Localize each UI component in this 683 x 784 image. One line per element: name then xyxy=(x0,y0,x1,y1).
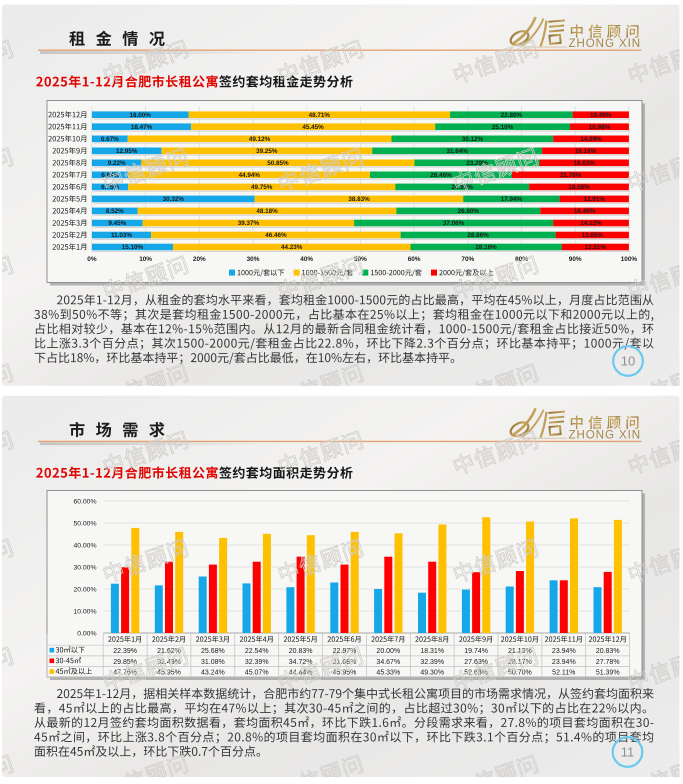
svg-text:45.45%: 45.45% xyxy=(302,124,324,131)
svg-text:60%: 60% xyxy=(408,256,421,263)
svg-text:27.63%: 27.63% xyxy=(464,659,488,666)
svg-text:39.37%: 39.37% xyxy=(238,220,260,227)
svg-text:40%: 40% xyxy=(300,256,313,263)
svg-text:16.16%: 16.16% xyxy=(575,148,597,155)
svg-text:30.32%: 30.32% xyxy=(163,196,185,203)
svg-text:46.46%: 46.46% xyxy=(265,232,287,239)
svg-text:18.58%: 18.58% xyxy=(568,184,590,191)
svg-text:45.07%: 45.07% xyxy=(245,670,269,677)
svg-text:25.10%: 25.10% xyxy=(492,124,514,131)
svg-text:23.29%: 23.29% xyxy=(466,160,488,167)
svg-text:28.16%: 28.16% xyxy=(475,244,497,251)
svg-text:30%: 30% xyxy=(247,256,260,263)
svg-text:29.85%: 29.85% xyxy=(113,659,137,666)
svg-text:0%: 0% xyxy=(87,256,97,263)
svg-text:20.00%: 20.00% xyxy=(73,586,96,593)
svg-text:23.94%: 23.94% xyxy=(552,659,576,666)
svg-text:38.83%: 38.83% xyxy=(348,196,370,203)
svg-text:12.91%: 12.91% xyxy=(584,196,606,203)
svg-text:45.33%: 45.33% xyxy=(376,670,400,677)
svg-text:34.72%: 34.72% xyxy=(289,659,313,666)
svg-text:22.80%: 22.80% xyxy=(501,112,523,119)
svg-text:37.06%: 37.06% xyxy=(443,220,465,227)
svg-text:31.64%: 31.64% xyxy=(447,148,469,155)
svg-text:20%: 20% xyxy=(193,256,206,263)
svg-text:22.39%: 22.39% xyxy=(113,648,137,655)
svg-text:20.83%: 20.83% xyxy=(289,648,313,655)
svg-text:100%: 100% xyxy=(621,256,638,263)
svg-text:32.39%: 32.39% xyxy=(245,659,269,666)
svg-text:22.97%: 22.97% xyxy=(333,648,357,655)
svg-text:9.22%: 9.22% xyxy=(108,160,126,167)
svg-text:49.75%: 49.75% xyxy=(251,184,273,191)
svg-text:44.94%: 44.94% xyxy=(239,172,261,179)
svg-text:30.12%: 30.12% xyxy=(462,136,484,143)
svg-text:32.39%: 32.39% xyxy=(420,659,444,666)
svg-text:31.08%: 31.08% xyxy=(201,659,225,666)
svg-text:34.67%: 34.67% xyxy=(376,659,400,666)
svg-text:8.52%: 8.52% xyxy=(106,208,124,215)
svg-text:10.00%: 10.00% xyxy=(73,608,96,615)
svg-text:39.25%: 39.25% xyxy=(256,148,278,155)
svg-text:16.63%: 16.63% xyxy=(574,160,596,167)
svg-text:52.11%: 52.11% xyxy=(552,670,575,677)
svg-text:20.00%: 20.00% xyxy=(376,648,400,655)
svg-text:18.47%: 18.47% xyxy=(131,124,153,131)
svg-text:50.70%: 50.70% xyxy=(508,670,532,677)
svg-text:13.65%: 13.65% xyxy=(582,232,604,239)
svg-text:30.00%: 30.00% xyxy=(73,564,96,571)
svg-text:18.00%: 18.00% xyxy=(130,112,152,119)
svg-text:12.51%: 12.51% xyxy=(585,244,607,251)
svg-text:18.31%: 18.31% xyxy=(420,648,444,655)
svg-text:6.67%: 6.67% xyxy=(101,136,119,143)
svg-text:24.92%: 24.92% xyxy=(452,184,474,191)
svg-text:6.75%: 6.75% xyxy=(101,184,119,191)
svg-text:45.95%: 45.95% xyxy=(333,670,357,677)
svg-text:0.00%: 0.00% xyxy=(77,630,96,637)
svg-text:50.85%: 50.85% xyxy=(267,160,289,167)
svg-text:90%: 90% xyxy=(569,256,582,263)
svg-text:44.23%: 44.23% xyxy=(281,244,303,251)
svg-text:26.46%: 26.46% xyxy=(430,172,452,179)
svg-text:10.49%: 10.49% xyxy=(590,112,612,119)
svg-text:52.63%: 52.63% xyxy=(464,670,488,677)
svg-text:50%: 50% xyxy=(354,256,367,263)
svg-text:14.09%: 14.09% xyxy=(580,136,602,143)
svg-text:70%: 70% xyxy=(461,256,474,263)
svg-text:48.18%: 48.18% xyxy=(256,208,278,215)
svg-text:9.45%: 9.45% xyxy=(108,220,126,227)
svg-text:ZHONG XIN: ZHONG XIN xyxy=(569,37,642,50)
svg-text:16.49%: 16.49% xyxy=(574,208,596,215)
svg-text:21.76%: 21.76% xyxy=(560,172,582,179)
svg-text:25.68%: 25.68% xyxy=(201,648,225,655)
svg-text:20.83%: 20.83% xyxy=(596,648,620,655)
svg-text:10.98%: 10.98% xyxy=(589,124,611,131)
svg-text:ZHONG XIN: ZHONG XIN xyxy=(569,428,642,441)
svg-text:14.12%: 14.12% xyxy=(580,220,602,227)
svg-text:15.10%: 15.10% xyxy=(122,244,144,251)
svg-text:48.71%: 48.71% xyxy=(309,112,331,119)
svg-text:51.39%: 51.39% xyxy=(596,670,620,677)
svg-text:27.78%: 27.78% xyxy=(596,659,620,666)
svg-text:40.00%: 40.00% xyxy=(73,542,96,549)
svg-text:17.94%: 17.94% xyxy=(501,196,523,203)
svg-text:32.43%: 32.43% xyxy=(157,659,181,666)
svg-text:60.00%: 60.00% xyxy=(73,498,96,505)
svg-text:10%: 10% xyxy=(139,256,152,263)
svg-text:22.54%: 22.54% xyxy=(245,648,269,655)
svg-text:21.13%: 21.13% xyxy=(508,648,532,655)
svg-text:26.80%: 26.80% xyxy=(458,208,480,215)
svg-text:10: 10 xyxy=(621,354,635,369)
svg-text:11.03%: 11.03% xyxy=(111,232,132,239)
svg-text:12.95%: 12.95% xyxy=(116,148,138,155)
svg-text:49.12%: 49.12% xyxy=(249,136,271,143)
svg-text:23.94%: 23.94% xyxy=(552,648,576,655)
svg-text:49.30%: 49.30% xyxy=(420,670,444,677)
svg-text:43.24%: 43.24% xyxy=(201,670,225,677)
svg-text:11: 11 xyxy=(621,745,635,760)
svg-text:50.00%: 50.00% xyxy=(73,520,96,527)
svg-text:45.95%: 45.95% xyxy=(157,670,181,677)
svg-text:28.86%: 28.86% xyxy=(467,232,489,239)
svg-text:19.74%: 19.74% xyxy=(464,648,488,655)
